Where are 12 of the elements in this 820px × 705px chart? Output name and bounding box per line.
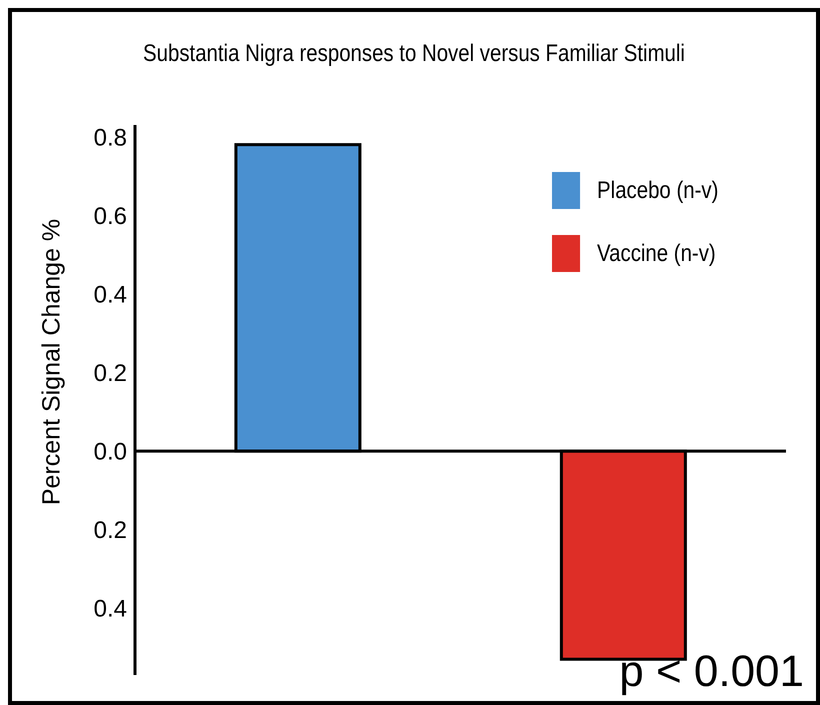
legend-label: Placebo (n-v) [597, 176, 718, 204]
y-tick-label: 0.2 [94, 360, 127, 388]
y-tick-label: 0.4 [94, 281, 127, 308]
chart-title: Substantia Nigra responses to Novel versus Familiar Stimuli [142, 40, 686, 68]
y-tick-label: 0.4 [94, 596, 127, 623]
y-tick-label: 0.8 [94, 124, 127, 152]
y-tick-label: 0.6 [94, 202, 127, 230]
y-tick-label: 0.2 [94, 517, 127, 544]
y-tick-label: 0.0 [94, 438, 127, 466]
annotation: p < 0.001 [619, 647, 804, 697]
legend-label: Vaccine (n-v) [597, 240, 716, 268]
y-axis-title: Percent Signal Change % [38, 218, 66, 506]
